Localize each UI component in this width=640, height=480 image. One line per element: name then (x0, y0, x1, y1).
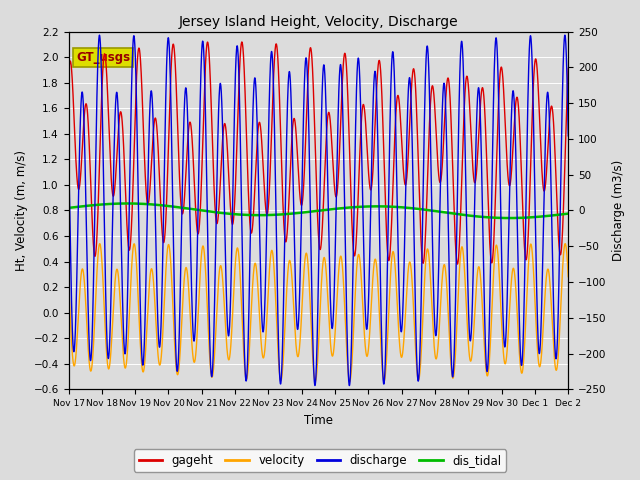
discharge (156, 344, 163, 349)
velocity (156, 361, 163, 367)
gageht (476, 116, 483, 121)
dis_tidal (506, 215, 513, 221)
velocity (561, 241, 569, 247)
discharge (255, 226, 263, 232)
velocity (476, 265, 483, 271)
gageht (438, 172, 445, 178)
gageht (156, 171, 163, 177)
gageht (364, 166, 372, 172)
velocity (346, 379, 353, 384)
Line: dis_tidal: dis_tidal (68, 204, 568, 218)
Title: Jersey Island Height, Velocity, Discharge: Jersey Island Height, Velocity, Discharg… (179, 15, 458, 29)
dis_tidal (564, 211, 572, 216)
gageht (564, 66, 572, 72)
velocity (564, 274, 572, 280)
Y-axis label: Ht, Velocity (m, m/s): Ht, Velocity (m, m/s) (15, 150, 28, 271)
Text: GT_usgs: GT_usgs (76, 51, 130, 64)
Line: gageht: gageht (68, 42, 568, 264)
discharge (390, 56, 397, 61)
velocity (65, 277, 72, 283)
Y-axis label: Discharge (m3/s): Discharge (m3/s) (612, 160, 625, 261)
Legend: gageht, velocity, discharge, dis_tidal: gageht, velocity, discharge, dis_tidal (134, 449, 506, 472)
dis_tidal (156, 202, 163, 208)
dis_tidal (65, 205, 72, 211)
Line: discharge: discharge (68, 35, 568, 385)
discharge (561, 32, 569, 38)
X-axis label: Time: Time (304, 414, 333, 427)
velocity (364, 348, 372, 353)
Line: velocity: velocity (68, 244, 568, 382)
velocity (438, 287, 445, 292)
discharge (476, 93, 483, 98)
gageht (256, 120, 264, 125)
velocity (390, 250, 397, 255)
gageht (65, 72, 72, 78)
gageht (454, 261, 461, 267)
dis_tidal (476, 214, 483, 219)
dis_tidal (124, 201, 131, 206)
discharge (346, 383, 353, 388)
discharge (65, 142, 72, 148)
discharge (438, 136, 445, 142)
dis_tidal (256, 212, 264, 218)
dis_tidal (438, 209, 445, 215)
discharge (364, 304, 372, 310)
dis_tidal (390, 204, 397, 210)
dis_tidal (364, 204, 372, 209)
gageht (238, 39, 246, 45)
velocity (255, 312, 263, 318)
gageht (390, 165, 397, 171)
discharge (564, 133, 572, 139)
